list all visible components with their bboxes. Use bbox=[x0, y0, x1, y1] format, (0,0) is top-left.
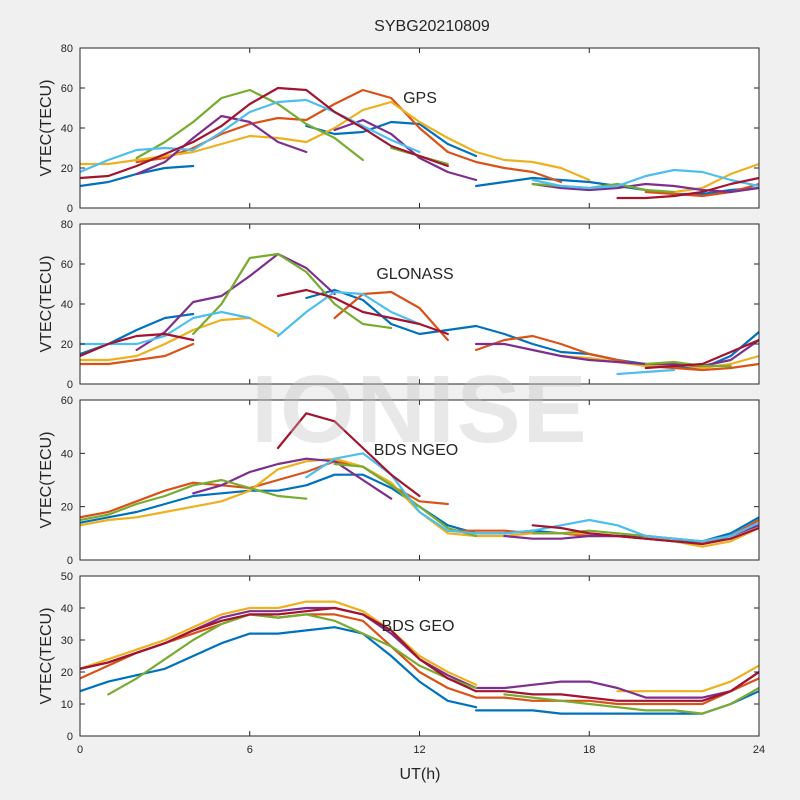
y-tick-label: 60 bbox=[61, 395, 73, 407]
series-line-8 bbox=[107, 613, 478, 696]
series-line-10 bbox=[135, 88, 364, 162]
series-line-10 bbox=[276, 412, 421, 498]
watermark-text: IONISE bbox=[251, 356, 588, 463]
series-line-4 bbox=[80, 600, 478, 686]
series-line-5 bbox=[475, 334, 759, 372]
axes-background bbox=[80, 400, 759, 560]
figure-title: SYBG20210809 bbox=[374, 18, 490, 35]
panel-0: 0 20 40 60 80 VTEC(TECU) GPS bbox=[38, 43, 760, 215]
y-axis-label: VTEC(TECU) bbox=[38, 256, 55, 353]
y-tick-label: 30 bbox=[61, 635, 73, 647]
panel-label: BDS NGEO bbox=[374, 442, 458, 459]
series-line-9 bbox=[503, 686, 759, 715]
y-tick-label: 80 bbox=[61, 219, 73, 231]
y-tick-label: 0 bbox=[67, 555, 73, 567]
series-line-3 bbox=[475, 677, 759, 706]
x-axis-label: UT(h) bbox=[400, 766, 441, 783]
series-line-14 bbox=[616, 368, 676, 376]
x-tick-label: 12 bbox=[413, 744, 425, 756]
y-tick-label: 40 bbox=[61, 123, 73, 135]
series-line-8 bbox=[135, 252, 336, 352]
series-line-7 bbox=[333, 462, 478, 538]
y-axis-label: VTEC(TECU) bbox=[38, 80, 55, 177]
y-tick-label: 60 bbox=[61, 259, 73, 271]
panel-2: 0 20 40 60 VTEC(TECU) BDS NGEO bbox=[38, 395, 760, 567]
series-line-13 bbox=[80, 98, 421, 174]
y-tick-label: 20 bbox=[61, 339, 73, 351]
x-tick-label: 0 bbox=[77, 744, 83, 756]
y-tick-label: 20 bbox=[61, 667, 73, 679]
series-line-4 bbox=[644, 182, 759, 198]
series-line-6 bbox=[80, 478, 308, 522]
x-tick-label: 18 bbox=[583, 744, 595, 756]
series-group bbox=[80, 252, 759, 376]
series-line-1 bbox=[305, 120, 478, 158]
panel-3: 0 6 12 18 24 0 10 20 30 40 50 VTEC(TECU) BDS GEO bbox=[38, 571, 765, 756]
panel-1: 0 20 40 60 80 VTEC(TECU) GLONASS bbox=[38, 219, 760, 391]
series-line-15 bbox=[80, 86, 449, 180]
x-tick-label: 24 bbox=[753, 744, 765, 756]
y-tick-label: 0 bbox=[67, 203, 73, 215]
y-axis-label: VTEC(TECU) bbox=[38, 608, 55, 705]
series-line-9 bbox=[305, 452, 759, 543]
series-line-6 bbox=[672, 162, 759, 194]
y-tick-label: 40 bbox=[61, 299, 73, 311]
panel-label: GLONASS bbox=[376, 266, 453, 283]
series-line-11 bbox=[531, 524, 759, 546]
series-line-9 bbox=[531, 182, 759, 194]
series-line-15 bbox=[80, 332, 195, 358]
series-line-5 bbox=[80, 100, 591, 182]
x-tick-label: 6 bbox=[247, 744, 253, 756]
series-group bbox=[80, 600, 759, 715]
y-tick-label: 20 bbox=[61, 502, 73, 514]
series-line-10 bbox=[80, 606, 478, 693]
y-tick-label: 80 bbox=[61, 43, 73, 55]
series-line-7 bbox=[135, 114, 308, 176]
y-tick-label: 40 bbox=[61, 603, 73, 615]
y-tick-label: 60 bbox=[61, 83, 73, 95]
series-line-10 bbox=[192, 252, 393, 336]
series-line-3 bbox=[80, 342, 195, 366]
series-group bbox=[80, 412, 759, 548]
y-tick-label: 10 bbox=[61, 699, 73, 711]
series-line-13 bbox=[276, 290, 421, 338]
series-line-11 bbox=[475, 670, 759, 702]
series-line-7 bbox=[475, 670, 759, 699]
y-tick-label: 50 bbox=[61, 571, 73, 583]
y-tick-label: 20 bbox=[61, 163, 73, 175]
y-tick-label: 0 bbox=[67, 379, 73, 391]
panel-label: GPS bbox=[403, 90, 437, 107]
series-line-1 bbox=[305, 288, 478, 336]
series-line-14 bbox=[531, 168, 759, 190]
axes-background bbox=[80, 224, 759, 384]
series-line-4 bbox=[192, 457, 393, 500]
panel-label: BDS GEO bbox=[382, 618, 455, 635]
series-line-16 bbox=[276, 288, 449, 336]
series-line-17 bbox=[644, 338, 759, 370]
y-axis-label: VTEC(TECU) bbox=[38, 432, 55, 529]
y-tick-label: 40 bbox=[61, 448, 73, 460]
series-group bbox=[80, 86, 759, 200]
series-line-16 bbox=[616, 176, 759, 200]
series-line-4 bbox=[333, 290, 449, 342]
y-tick-label: 0 bbox=[67, 731, 73, 743]
series-line-5 bbox=[616, 664, 759, 693]
series-line-9 bbox=[475, 338, 759, 368]
